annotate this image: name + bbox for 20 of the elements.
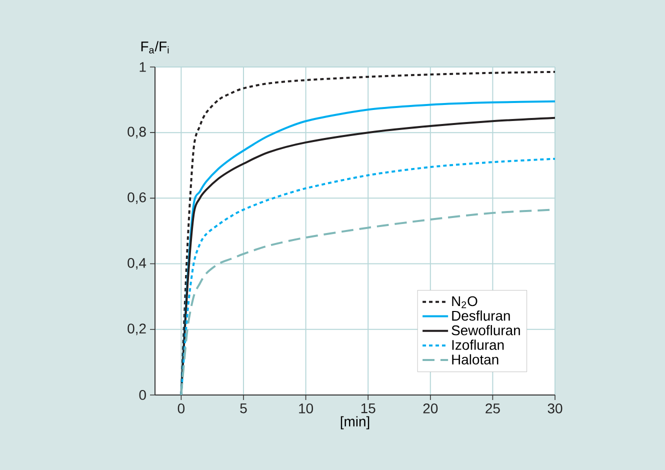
x-tick-label: 20 — [423, 403, 438, 414]
legend-label: Izofluran — [452, 340, 504, 350]
legend-label: N$_{2}$O — [452, 296, 478, 308]
x-tick-label: 5 — [240, 404, 247, 414]
y-tick-label: 0 — [139, 390, 146, 400]
x-tick-label: 30 — [548, 403, 562, 414]
x-axis-title: [min] — [340, 416, 370, 430]
y-axis-title: F$_{a}$/F$_{i}$ — [141, 41, 169, 54]
legend-label: Halotan — [452, 354, 498, 364]
x-tick-label: 10 — [299, 403, 314, 414]
x-tick-label: 25 — [486, 403, 500, 414]
x-tick-label: 0 — [178, 403, 185, 414]
x-tick-label: 15 — [361, 404, 376, 414]
y-tick-label: 0,4 — [128, 258, 146, 270]
y-tick-label: 0,2 — [128, 324, 146, 336]
legend-label: Sewofluran — [452, 325, 520, 336]
y-tick-label: 0,8 — [128, 126, 146, 138]
y-tick-label: 1 — [140, 62, 146, 72]
y-tick-label: 0,6 — [128, 192, 146, 204]
legend-label: Desfluran — [452, 310, 510, 321]
